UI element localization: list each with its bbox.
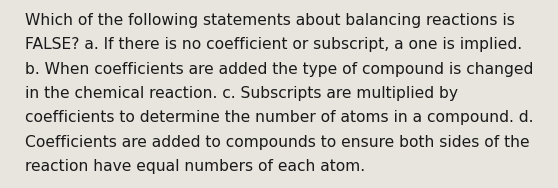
Text: coefficients to determine the number of atoms in a compound. d.: coefficients to determine the number of …: [25, 110, 533, 125]
Text: Which of the following statements about balancing reactions is: Which of the following statements about …: [25, 13, 514, 28]
Text: Coefficients are added to compounds to ensure both sides of the: Coefficients are added to compounds to e…: [25, 135, 529, 150]
Text: in the chemical reaction. c. Subscripts are multiplied by: in the chemical reaction. c. Subscripts …: [25, 86, 458, 101]
Text: b. When coefficients are added the type of compound is changed: b. When coefficients are added the type …: [25, 61, 533, 77]
Text: reaction have equal numbers of each atom.: reaction have equal numbers of each atom…: [25, 159, 365, 174]
Text: FALSE? a. If there is no coefficient or subscript, a one is implied.: FALSE? a. If there is no coefficient or …: [25, 37, 522, 52]
